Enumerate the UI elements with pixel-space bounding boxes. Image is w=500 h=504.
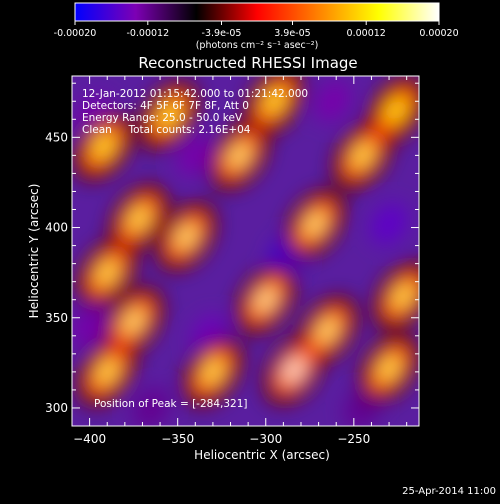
heatmap-blob-peak bbox=[125, 310, 143, 332]
y-tick-label: 400 bbox=[45, 221, 68, 235]
x-axis-label: Heliocentric X (arcsec) bbox=[194, 448, 330, 462]
x-tick-label: −350 bbox=[161, 432, 194, 446]
heatmap-dark-blob bbox=[177, 135, 214, 176]
heatmap-dark-blob bbox=[370, 203, 408, 245]
chart-title: Reconstructed RHESSI Image bbox=[138, 54, 357, 72]
heatmap-blob-peak bbox=[354, 144, 372, 166]
y-axis-label: Heliocentric Y (arcsec) bbox=[27, 184, 41, 319]
heatmap-blob-peak bbox=[95, 135, 113, 157]
observation-info: 12-Jan-2012 01:15:42.000 to 01:21:42.000… bbox=[82, 88, 308, 136]
heatmap-blob-peak bbox=[98, 262, 116, 284]
heatmap-blob-peak bbox=[257, 289, 275, 311]
colorbar-tick-label: 0.00012 bbox=[347, 28, 386, 39]
heatmap-dark-blob bbox=[133, 387, 170, 426]
heatmap-blob-peak bbox=[318, 319, 336, 341]
heatmap-blob-peak bbox=[380, 357, 398, 379]
colorbar-tick-label: 3.9e-05 bbox=[274, 28, 310, 39]
colorbar-unit-label: (photons cm⁻² s⁻¹ asec⁻²) bbox=[196, 40, 319, 51]
info-line-time: 12-Jan-2012 01:15:42.000 to 01:21:42.000 bbox=[82, 88, 308, 100]
footer-date: 25-Apr-2014 11:00 bbox=[402, 486, 496, 497]
heatmap-blob-peak bbox=[394, 285, 412, 307]
colorbar-ticks: -0.00020 -0.00012 -3.9e-05 3.9e-05 0.00012 0.… bbox=[54, 21, 459, 39]
x-tick-label: −400 bbox=[73, 432, 106, 446]
heatmap-blob-peak bbox=[160, 105, 178, 127]
heatmap-blob-peak bbox=[306, 213, 324, 235]
y-tick-label: 300 bbox=[45, 401, 68, 415]
colorbar-tick-label: -0.00012 bbox=[126, 28, 169, 39]
info-line-energy: Energy Range: 25.0 - 50.0 keV bbox=[82, 112, 243, 124]
heatmap-image bbox=[72, 76, 419, 426]
heatmap-blob-peak bbox=[285, 359, 303, 381]
heatmap-blob-peak bbox=[266, 90, 283, 112]
info-line-counts: Clean Total counts: 2.16E+04 bbox=[82, 124, 251, 136]
heatmap-dark-blob bbox=[72, 306, 108, 347]
colorbar-tick-label: -0.00020 bbox=[54, 28, 97, 39]
y-tick-label: 350 bbox=[45, 311, 68, 325]
colorbar bbox=[74, 2, 440, 22]
heatmap-blob-peak bbox=[178, 226, 195, 247]
heatmap-blob-peak bbox=[130, 208, 148, 229]
y-tick-label: 450 bbox=[45, 130, 68, 144]
heatmap-blob-peak bbox=[230, 144, 248, 166]
peak-position-label: Position of Peak = [-284,321] bbox=[94, 398, 248, 410]
y-axis-ticks: 300 350 400 450 bbox=[45, 82, 419, 427]
heatmap-dark-blob bbox=[314, 81, 351, 122]
plot-frame bbox=[71, 75, 420, 427]
x-tick-label: −300 bbox=[249, 432, 282, 446]
info-line-detectors: Detectors: 4F 5F 6F 7F 8F, Att 0 bbox=[82, 100, 249, 112]
x-axis-ticks: −400 −350 −300 −250 bbox=[71, 76, 408, 446]
heatmap-blobs bbox=[72, 76, 419, 426]
colorbar-tick-label: 0.00020 bbox=[419, 28, 458, 39]
colorbar-tick-label: -3.9e-05 bbox=[202, 28, 242, 39]
x-tick-label: −250 bbox=[337, 432, 370, 446]
heatmap-blob-peak bbox=[204, 361, 222, 383]
heatmap-blob-peak bbox=[98, 361, 116, 383]
heatmap-blob-peak bbox=[387, 99, 405, 121]
